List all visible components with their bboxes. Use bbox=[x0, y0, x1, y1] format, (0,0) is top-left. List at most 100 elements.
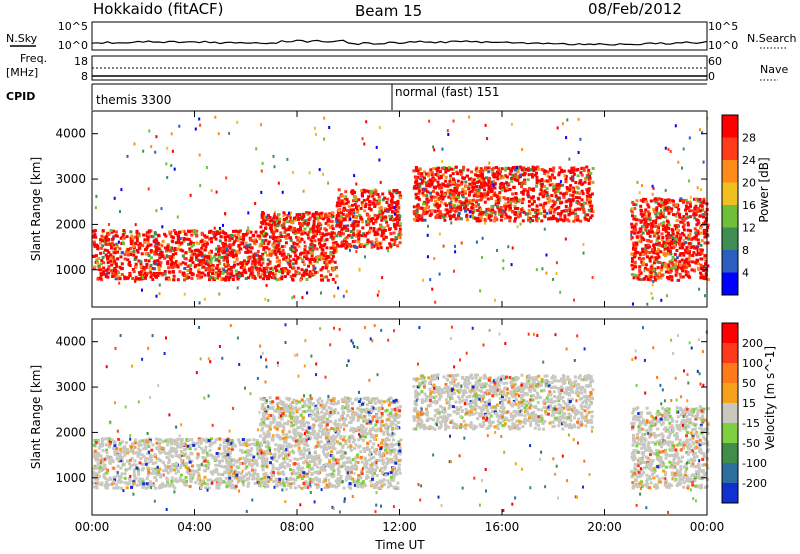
power-echo-cell bbox=[446, 184, 450, 188]
power-echo-cell bbox=[134, 242, 138, 246]
velocity-echo-cell bbox=[244, 450, 247, 454]
power-echo-cell bbox=[333, 267, 337, 271]
power-echo-cell bbox=[115, 271, 119, 275]
power-echo-cell bbox=[483, 188, 486, 192]
power-echo-cell bbox=[197, 249, 201, 253]
power-echo-cell bbox=[412, 186, 416, 190]
velocity-echo-cell bbox=[161, 440, 165, 444]
velocity-echo-cell bbox=[141, 468, 144, 472]
power-echo-cell bbox=[673, 258, 677, 262]
power-echo-cell bbox=[126, 276, 130, 280]
velocity-echo-cell bbox=[133, 477, 137, 481]
velocity-echo-cell bbox=[179, 450, 183, 453]
velocity-echo-cell bbox=[203, 456, 207, 460]
power-echo-cell bbox=[459, 217, 463, 221]
power-echo-cell bbox=[670, 236, 672, 240]
power-echo-cell bbox=[513, 175, 516, 178]
power-echo-cell bbox=[499, 218, 503, 222]
power-echo-cell bbox=[251, 260, 255, 264]
power-echo-cell bbox=[565, 186, 569, 189]
power-echo-cell bbox=[352, 227, 356, 231]
power-echo-cell bbox=[223, 277, 227, 281]
power-echo-cell bbox=[689, 204, 692, 208]
power-echo-cell bbox=[357, 238, 361, 242]
power-echo-cell bbox=[465, 218, 469, 222]
power-echo-cell bbox=[349, 217, 352, 221]
power-echo-cell bbox=[511, 246, 514, 250]
power-echo-cell bbox=[217, 259, 221, 263]
power-echo-cell bbox=[654, 198, 658, 202]
power-echo-cell bbox=[272, 245, 276, 249]
power-echo-cell bbox=[94, 254, 98, 258]
power-echo-cell bbox=[661, 206, 664, 210]
velocity-echo-cell bbox=[150, 458, 154, 462]
power-echo-cell bbox=[308, 171, 311, 175]
power-echo-cell bbox=[675, 214, 678, 218]
power-echo-cell bbox=[342, 239, 346, 243]
power-echo-cell bbox=[320, 236, 324, 239]
power-echo-cell bbox=[186, 273, 190, 277]
power-echo-cell bbox=[278, 217, 282, 221]
power-echo-cell bbox=[270, 228, 273, 232]
velocity-echo-cell bbox=[96, 439, 100, 443]
power-echo-cell bbox=[582, 251, 585, 255]
power-echo-cell bbox=[706, 278, 710, 281]
power-echo-cell bbox=[173, 167, 176, 171]
power-echo-cell bbox=[459, 170, 463, 174]
power-echo-cell bbox=[134, 262, 138, 266]
power-echo-cell bbox=[450, 203, 454, 207]
power-echo-cell bbox=[491, 194, 495, 197]
power-echo-cell bbox=[487, 180, 491, 184]
power-echo-cell bbox=[514, 192, 518, 195]
power-echo-cell bbox=[640, 209, 643, 213]
power-echo-cell bbox=[251, 274, 255, 278]
power-echo-cell bbox=[227, 267, 231, 271]
power-echo-cell bbox=[230, 237, 234, 241]
power-echo-cell bbox=[428, 178, 432, 182]
power-echo-cell bbox=[446, 129, 449, 133]
power-echo-cell bbox=[252, 253, 256, 257]
power-echo-cell bbox=[157, 243, 161, 247]
power-echo-cell bbox=[178, 270, 182, 274]
power-echo-cell bbox=[536, 216, 540, 220]
velocity-echo-cell bbox=[246, 448, 250, 452]
power-echo-cell bbox=[168, 232, 172, 236]
power-echo-cell bbox=[287, 258, 289, 262]
velocity-echo-cell bbox=[116, 474, 119, 478]
velocity-echo-cell bbox=[218, 437, 222, 441]
power-echo-cell bbox=[318, 168, 321, 172]
power-echo-cell bbox=[345, 244, 349, 248]
power-echo-cell bbox=[545, 253, 548, 257]
power-echo-cell bbox=[642, 224, 646, 228]
power-echo-cell bbox=[280, 275, 284, 279]
power-echo-cell bbox=[384, 235, 388, 239]
power-echo-cell bbox=[247, 226, 250, 230]
power-echo-cell bbox=[678, 233, 682, 236]
power-echo-cell bbox=[655, 250, 659, 253]
power-echo-cell bbox=[630, 230, 634, 234]
power-echo-cell bbox=[514, 166, 518, 170]
power-echo-cell bbox=[510, 179, 514, 183]
power-echo-cell bbox=[356, 210, 359, 214]
power-echo-cell bbox=[480, 177, 484, 181]
power-echo-cell bbox=[503, 210, 507, 214]
velocity-echo-cell bbox=[94, 451, 98, 455]
power-echo-cell bbox=[673, 246, 675, 250]
power-echo-cell bbox=[437, 183, 441, 187]
power-echo-cell bbox=[473, 216, 477, 220]
power-echo-cell bbox=[556, 190, 560, 193]
power-echo-cell bbox=[183, 267, 187, 270]
power-echo-cell bbox=[310, 239, 314, 243]
power-echo-cell bbox=[438, 272, 441, 276]
power-echo-cell bbox=[553, 190, 557, 194]
power-echo-cell bbox=[315, 256, 319, 260]
power-echo-cell bbox=[161, 239, 165, 243]
power-echo-cell bbox=[289, 248, 293, 251]
power-colorbar-tick: 4 bbox=[742, 267, 749, 280]
power-echo-cell bbox=[590, 208, 594, 211]
velocity-echo-cell bbox=[138, 483, 142, 486]
velocity-echo-cell bbox=[143, 443, 147, 447]
power-echo-cell bbox=[650, 228, 654, 231]
velocity-echo-cell bbox=[100, 443, 104, 447]
power-echo-cell bbox=[633, 215, 637, 218]
